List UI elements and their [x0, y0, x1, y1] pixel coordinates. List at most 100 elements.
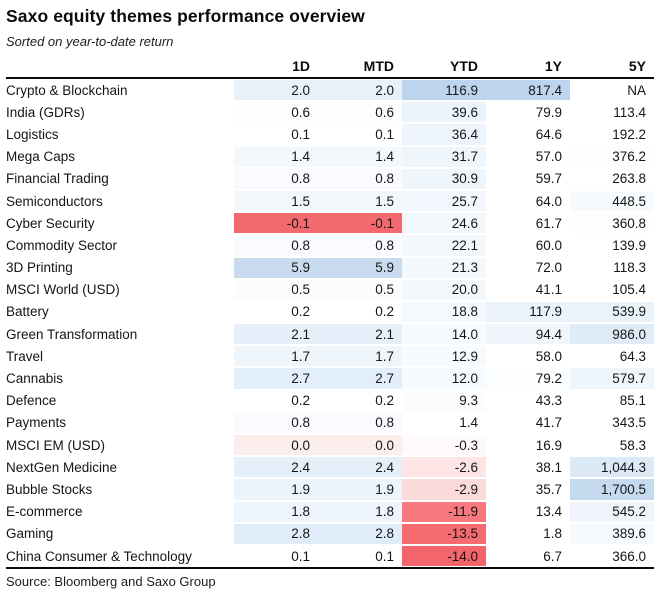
value-cell-ytd: -0.3	[402, 434, 486, 457]
value-cell-5y: 360.8	[570, 212, 654, 235]
value-cell-5y: 85.1	[570, 389, 654, 412]
table-row: China Consumer & Technology 0.1 0.1 -14.…	[6, 544, 654, 568]
table-row: 3D Printing 5.9 5.9 21.3 72.0 118.3	[6, 256, 654, 279]
value-cell-mtd: 2.4	[318, 456, 402, 479]
value-cell-1y: 60.0	[486, 234, 570, 257]
table-row: Semiconductors 1.5 1.5 25.7 64.0 448.5	[6, 189, 654, 213]
value-cell-1d: 2.7	[234, 367, 318, 390]
value-cell-ytd: 31.7	[402, 145, 486, 168]
value-cell-5y: 579.7	[570, 367, 654, 390]
value-cell-5y: 58.3	[570, 434, 654, 457]
theme-label: India (GDRs)	[6, 104, 85, 120]
theme-label: Gaming	[6, 526, 54, 542]
value-cell-1y: 41.1	[486, 278, 570, 301]
table-row: Payments 0.8 0.8 1.4 41.7 343.5	[6, 411, 654, 434]
value-cell-1d: 0.8	[234, 234, 318, 257]
value-cell-1y: 59.7	[486, 167, 570, 190]
value-cell-5y: 113.4	[570, 101, 654, 124]
column-header-1d: 1D	[292, 58, 310, 74]
table-row: Cannabis 2.7 2.7 12.0 79.2 579.7	[6, 367, 654, 390]
value-cell-ytd: -11.9	[402, 500, 486, 523]
value-cell-ytd: 116.9	[402, 79, 486, 102]
value-cell-1d: 2.4	[234, 456, 318, 479]
value-cell-mtd: 0.8	[318, 167, 402, 190]
value-cell-1d: 0.8	[234, 411, 318, 434]
value-cell-1d: 0.2	[234, 389, 318, 412]
value-cell-5y: 343.5	[570, 411, 654, 434]
table-row: Battery 0.2 0.2 18.8 117.9 539.9	[6, 300, 654, 324]
theme-label: 3D Printing	[6, 260, 73, 276]
value-cell-1d: 1.5	[234, 189, 318, 213]
value-cell-mtd: 1.5	[318, 189, 402, 213]
value-cell-ytd: -13.5	[402, 522, 486, 545]
value-cell-ytd: -2.6	[402, 456, 486, 479]
value-cell-ytd: 22.1	[402, 234, 486, 257]
value-cell-5y: 545.2	[570, 500, 654, 523]
column-header-mtd: MTD	[363, 58, 394, 74]
value-cell-5y: 366.0	[570, 544, 654, 568]
value-cell-mtd: 2.7	[318, 367, 402, 390]
value-cell-mtd: 1.7	[318, 345, 402, 368]
value-cell-1d: 5.9	[234, 256, 318, 279]
value-cell-ytd: 9.3	[402, 389, 486, 412]
value-cell-ytd: 25.7	[402, 189, 486, 213]
value-cell-5y: 118.3	[570, 256, 654, 279]
value-cell-1y: 117.9	[486, 300, 570, 324]
table-header-row: 1D MTD YTD 1Y 5Y	[6, 58, 654, 79]
value-cell-mtd: 2.8	[318, 522, 402, 545]
value-cell-5y: 192.2	[570, 123, 654, 146]
value-cell-mtd: 0.5	[318, 278, 402, 301]
theme-label: Logistics	[6, 126, 59, 142]
theme-label: Semiconductors	[6, 193, 103, 209]
table-row: India (GDRs) 0.6 0.6 39.6 79.9 113.4	[6, 101, 654, 124]
value-cell-1y: 79.2	[486, 367, 570, 390]
table-row: Travel 1.7 1.7 12.9 58.0 64.3	[6, 345, 654, 368]
value-cell-1y: 38.1	[486, 456, 570, 479]
value-cell-1y: 79.9	[486, 101, 570, 124]
value-cell-1d: 0.1	[234, 123, 318, 146]
page-title: Saxo equity themes performance overview	[6, 6, 365, 26]
theme-label: Green Transformation	[6, 326, 138, 342]
table-body: Crypto & Blockchain 2.0 2.0 116.9 817.4 …	[6, 79, 654, 570]
value-cell-1y: 6.7	[486, 544, 570, 568]
value-cell-mtd: 1.9	[318, 478, 402, 501]
value-cell-1y: 43.3	[486, 389, 570, 412]
value-cell-1d: -0.1	[234, 212, 318, 235]
table-row: Commodity Sector 0.8 0.8 22.1 60.0 139.9	[6, 234, 654, 257]
table-row: Gaming 2.8 2.8 -13.5 1.8 389.6	[6, 522, 654, 545]
theme-label: China Consumer & Technology	[6, 548, 192, 564]
theme-label: Mega Caps	[6, 149, 76, 165]
table-row: Bubble Stocks 1.9 1.9 -2.9 35.7 1,700.5	[6, 478, 654, 501]
value-cell-1y: 64.0	[486, 189, 570, 213]
value-cell-ytd: 36.4	[402, 123, 486, 146]
value-cell-ytd: 18.8	[402, 300, 486, 324]
theme-label: Cyber Security	[6, 215, 95, 231]
value-cell-1d: 2.0	[234, 79, 318, 102]
value-cell-1d: 0.2	[234, 300, 318, 324]
value-cell-mtd: 0.2	[318, 300, 402, 324]
table-row: Green Transformation 2.1 2.1 14.0 94.4 9…	[6, 323, 654, 346]
theme-label: Financial Trading	[6, 171, 109, 187]
page-subtitle: Sorted on year-to-date return	[6, 34, 174, 49]
value-cell-mtd: 0.8	[318, 411, 402, 434]
value-cell-1y: 64.6	[486, 123, 570, 146]
value-cell-1d: 0.6	[234, 101, 318, 124]
value-cell-5y: 448.5	[570, 189, 654, 213]
table-row: Logistics 0.1 0.1 36.4 64.6 192.2	[6, 123, 654, 146]
value-cell-1d: 1.9	[234, 478, 318, 501]
theme-label: Payments	[6, 415, 67, 431]
table-row: Crypto & Blockchain 2.0 2.0 116.9 817.4 …	[6, 79, 654, 102]
value-cell-ytd: 24.6	[402, 212, 486, 235]
table-row: MSCI World (USD) 0.5 0.5 20.0 41.1 105.4	[6, 278, 654, 301]
value-cell-1d: 1.8	[234, 500, 318, 523]
value-cell-ytd: 30.9	[402, 167, 486, 190]
theme-label: Travel	[6, 348, 44, 364]
value-cell-1y: 72.0	[486, 256, 570, 279]
theme-label: Commodity Sector	[6, 237, 118, 253]
value-cell-mtd: 0.0	[318, 434, 402, 457]
table-row: NextGen Medicine 2.4 2.4 -2.6 38.1 1,044…	[6, 456, 654, 479]
value-cell-1y: 817.4	[486, 79, 570, 102]
value-cell-5y: 105.4	[570, 278, 654, 301]
value-cell-1d: 0.8	[234, 167, 318, 190]
